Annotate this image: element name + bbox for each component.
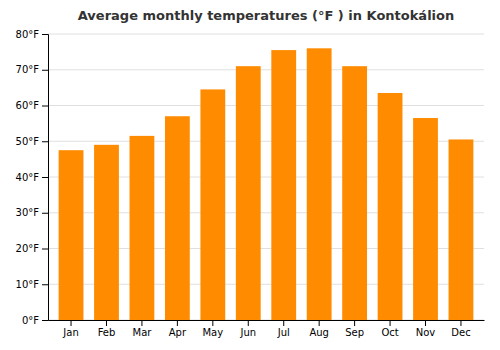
- x-tick: Jun: [239, 320, 256, 338]
- x-tick: Mar: [132, 320, 152, 338]
- bar: [307, 48, 332, 320]
- x-tick-label: Nov: [416, 327, 436, 338]
- y-tick-label: 70°F: [16, 64, 40, 75]
- x-tick-label: Dec: [451, 327, 470, 338]
- x-tick-mark: [283, 320, 284, 326]
- x-tick-mark: [354, 320, 355, 326]
- y-axis-line: [42, 35, 49, 321]
- x-tick-mark: [319, 320, 320, 326]
- bar: [59, 150, 84, 320]
- y-tick: 70°F: [16, 64, 48, 75]
- x-tick-label: Feb: [98, 327, 116, 338]
- y-tick-mark: [42, 141, 48, 142]
- x-tick-label: May: [202, 327, 223, 338]
- x-tick: Jan: [62, 320, 78, 338]
- x-tick: Feb: [98, 320, 116, 338]
- x-tick-mark: [425, 320, 426, 326]
- y-tick-mark: [42, 70, 48, 71]
- chart: Jan Feb Mar Apr May Jun Jul Aug Sep Oct Nov Dec 0°F 1…: [0, 0, 500, 350]
- x-tick-mark: [177, 320, 178, 326]
- x-tick: Oct: [381, 320, 398, 338]
- y-tick: 80°F: [16, 29, 48, 40]
- y-tick-label: 50°F: [16, 136, 40, 147]
- x-tick: Dec: [451, 320, 470, 338]
- y-tick: 0°F: [22, 315, 48, 326]
- x-axis-line: [49, 320, 485, 321]
- plot: Jan Feb Mar Apr May Jun Jul Aug Sep Oct Nov Dec 0°F 1…: [16, 29, 485, 338]
- bar: [200, 89, 225, 320]
- bar: [271, 50, 296, 320]
- bar: [378, 93, 403, 320]
- x-tick-label: Sep: [345, 327, 364, 338]
- x-tick-mark: [390, 320, 391, 326]
- bar: [94, 145, 119, 320]
- x-tick-label: Jul: [277, 327, 290, 338]
- y-tick-label: 40°F: [16, 172, 40, 183]
- y-axis: 0°F 10°F 20°F 30°F 40°F 50°F 60°F 70°F 80°F: [16, 29, 49, 326]
- x-tick-label: Apr: [169, 327, 187, 338]
- y-tick-mark: [42, 320, 48, 321]
- y-tick: 60°F: [16, 100, 48, 111]
- bar: [165, 116, 190, 320]
- y-tick: 50°F: [16, 136, 48, 147]
- title: Average monthly temperatures (°F ) in Ko…: [78, 8, 454, 23]
- y-tick: 10°F: [16, 279, 48, 290]
- grid-line: [48, 69, 484, 70]
- y-tick-mark: [42, 284, 48, 285]
- y-tick: 20°F: [16, 243, 48, 254]
- grid-line: [48, 34, 484, 35]
- y-tick-label: 20°F: [16, 243, 40, 254]
- x-tick-mark: [212, 320, 213, 326]
- bar: [449, 139, 474, 320]
- y-tick-mark: [42, 213, 48, 214]
- x-tick-label: Aug: [309, 327, 329, 338]
- grid: [48, 34, 484, 320]
- y-tick-mark: [42, 34, 48, 35]
- x-tick: Jul: [277, 320, 290, 338]
- grid-line: [48, 105, 484, 106]
- x-tick-label: Oct: [381, 327, 398, 338]
- bar: [236, 66, 261, 320]
- x-tick: Sep: [345, 320, 364, 338]
- x-tick-mark: [248, 320, 249, 326]
- y-tick: 40°F: [16, 172, 48, 183]
- x-tick: Aug: [309, 320, 329, 338]
- x-tick-mark: [141, 320, 142, 326]
- y-tick-label: 0°F: [22, 315, 39, 326]
- x-tick-mark: [71, 320, 72, 326]
- x-tick-mark: [460, 320, 461, 326]
- x-tick-label: Jan: [62, 327, 78, 338]
- y-tick-label: 80°F: [16, 29, 40, 40]
- y-tick-mark: [42, 177, 48, 178]
- bar: [342, 66, 367, 320]
- x-tick-mark: [106, 320, 107, 326]
- x-axis: Jan Feb Mar Apr May Jun Jul Aug Sep Oct Nov Dec: [49, 320, 485, 338]
- bars: [59, 48, 474, 320]
- y-tick-label: 10°F: [16, 279, 40, 290]
- x-tick: Apr: [169, 320, 187, 338]
- y-tick-label: 30°F: [16, 207, 40, 218]
- y-tick-mark: [42, 249, 48, 250]
- bar: [413, 118, 438, 320]
- y-tick-label: 60°F: [16, 100, 40, 111]
- x-tick-label: Mar: [132, 327, 152, 338]
- x-tick: Nov: [416, 320, 436, 338]
- x-tick: May: [202, 320, 223, 338]
- y-tick-mark: [42, 106, 48, 107]
- y-tick: 30°F: [16, 207, 48, 218]
- x-tick-label: Jun: [239, 327, 256, 338]
- bar: [130, 136, 155, 320]
